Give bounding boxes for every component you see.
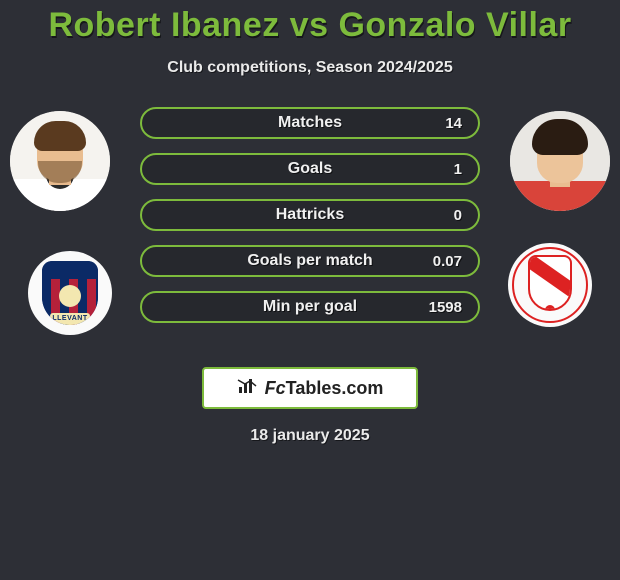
stat-label: Goals: [142, 155, 478, 183]
stat-label: Min per goal: [142, 293, 478, 321]
stat-label: Hattricks: [142, 201, 478, 229]
brand-prefix: Fc: [265, 378, 286, 398]
brand-suffix: Tables.com: [286, 378, 384, 398]
player-right-avatar: [510, 111, 610, 211]
bar-chart-icon: [237, 377, 259, 400]
stat-value-right: 0: [454, 201, 462, 229]
stat-label: Goals per match: [142, 247, 478, 275]
page-subtitle: Club competitions, Season 2024/2025: [0, 59, 620, 77]
as-of-date: 18 january 2025: [0, 427, 620, 445]
page-title: Robert Ibanez vs Gonzalo Villar: [0, 0, 620, 45]
stats-list: Matches 14 Goals 1 Hattricks 0 Goals per…: [140, 107, 480, 337]
stat-row: Hattricks 0: [140, 199, 480, 231]
club-left-band-text: LLEVANT U.E.: [50, 313, 90, 325]
stat-label: Matches: [142, 109, 478, 137]
player-left-avatar: [10, 111, 110, 211]
stat-row: Goals per match 0.07: [140, 245, 480, 277]
source-badge: FcTables.com: [202, 367, 418, 409]
stat-value-right: 14: [445, 109, 462, 137]
club-left-shield-icon: LLEVANT U.E.: [42, 261, 98, 325]
stat-value-right: 1598: [429, 293, 462, 321]
club-left-crest: LLEVANT U.E.: [28, 251, 112, 335]
stat-value-right: 0.07: [433, 247, 462, 275]
stat-row: Matches 14: [140, 107, 480, 139]
player-right-portrait-icon: [510, 111, 610, 211]
comparison-area: LLEVANT U.E. Matches 14 Goals 1 Hattrick…: [0, 107, 620, 357]
club-right-crest: [508, 243, 592, 327]
stat-value-right: 1: [454, 155, 462, 183]
stat-row: Min per goal 1598: [140, 291, 480, 323]
stat-row: Goals 1: [140, 153, 480, 185]
club-right-shield-icon: [528, 255, 572, 311]
player-left-portrait-icon: [10, 111, 110, 211]
